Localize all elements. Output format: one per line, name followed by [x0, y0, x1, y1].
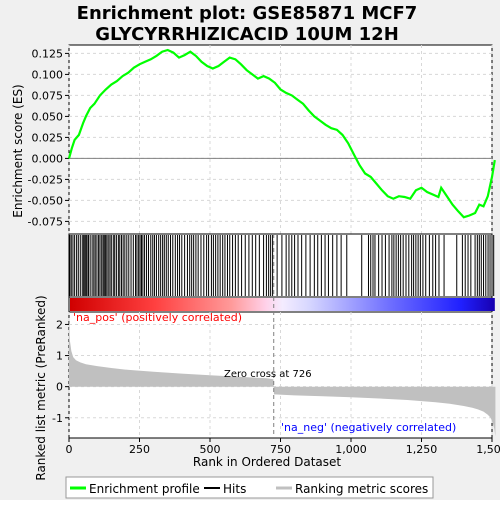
x-tick-label: 250 [129, 443, 150, 456]
pos-correlated-label: 'na_pos' (positively correlated) [73, 311, 242, 324]
metric-y-tick-label: 0 [56, 381, 63, 394]
x-tick-label: 0 [66, 443, 73, 456]
es-y-tick-label: -0.025 [28, 173, 63, 186]
x-tick-label: 1,500 [476, 443, 500, 456]
es-y-axis-ticks: 0.125 0.100 0.075 0.050 0.025 0.000 -0.025 -0.0… [28, 47, 69, 228]
es-y-tick-label: 0.100 [32, 68, 64, 81]
es-y-tick-label: 0.075 [32, 89, 64, 102]
es-y-tick-label: 0.025 [32, 131, 64, 144]
es-y-axis-label: Enrichment score (ES) [11, 84, 25, 217]
chart-title-line2: GLYCYRRHIZICACID 10UM 12H [95, 24, 399, 45]
rank-heatmap-strip [70, 298, 495, 311]
x-tick-label: 1,250 [406, 443, 438, 456]
es-panel [69, 45, 492, 234]
metric-y-tick-label: -1 [52, 412, 63, 425]
metric-y-tick-label: 2 [56, 318, 63, 331]
es-y-tick-label: 0.000 [32, 152, 64, 165]
hits-panel [69, 234, 492, 297]
legend-metric-label: Ranking metric scores [295, 482, 428, 496]
zero-cross-label: Zero cross at 726 [224, 369, 312, 380]
x-axis-label: Rank in Ordered Dataset [193, 455, 341, 469]
legend-profile-label: Enrichment profile [89, 482, 200, 496]
legend-hits-label: Hits [223, 482, 246, 496]
metric-y-tick-label: 1 [56, 350, 63, 363]
chart-title-line1: Enrichment plot: GSE85871 MCF7 [77, 3, 418, 24]
metric-y-axis-label: Ranked list metric (PreRanked) [34, 295, 48, 480]
neg-correlated-label: 'na_neg' (negatively correlated) [281, 421, 456, 434]
es-y-tick-label: -0.050 [28, 194, 63, 207]
es-y-tick-label: 0.125 [32, 47, 64, 60]
es-y-tick-label: -0.075 [28, 215, 63, 228]
es-y-tick-label: 0.050 [32, 110, 64, 123]
